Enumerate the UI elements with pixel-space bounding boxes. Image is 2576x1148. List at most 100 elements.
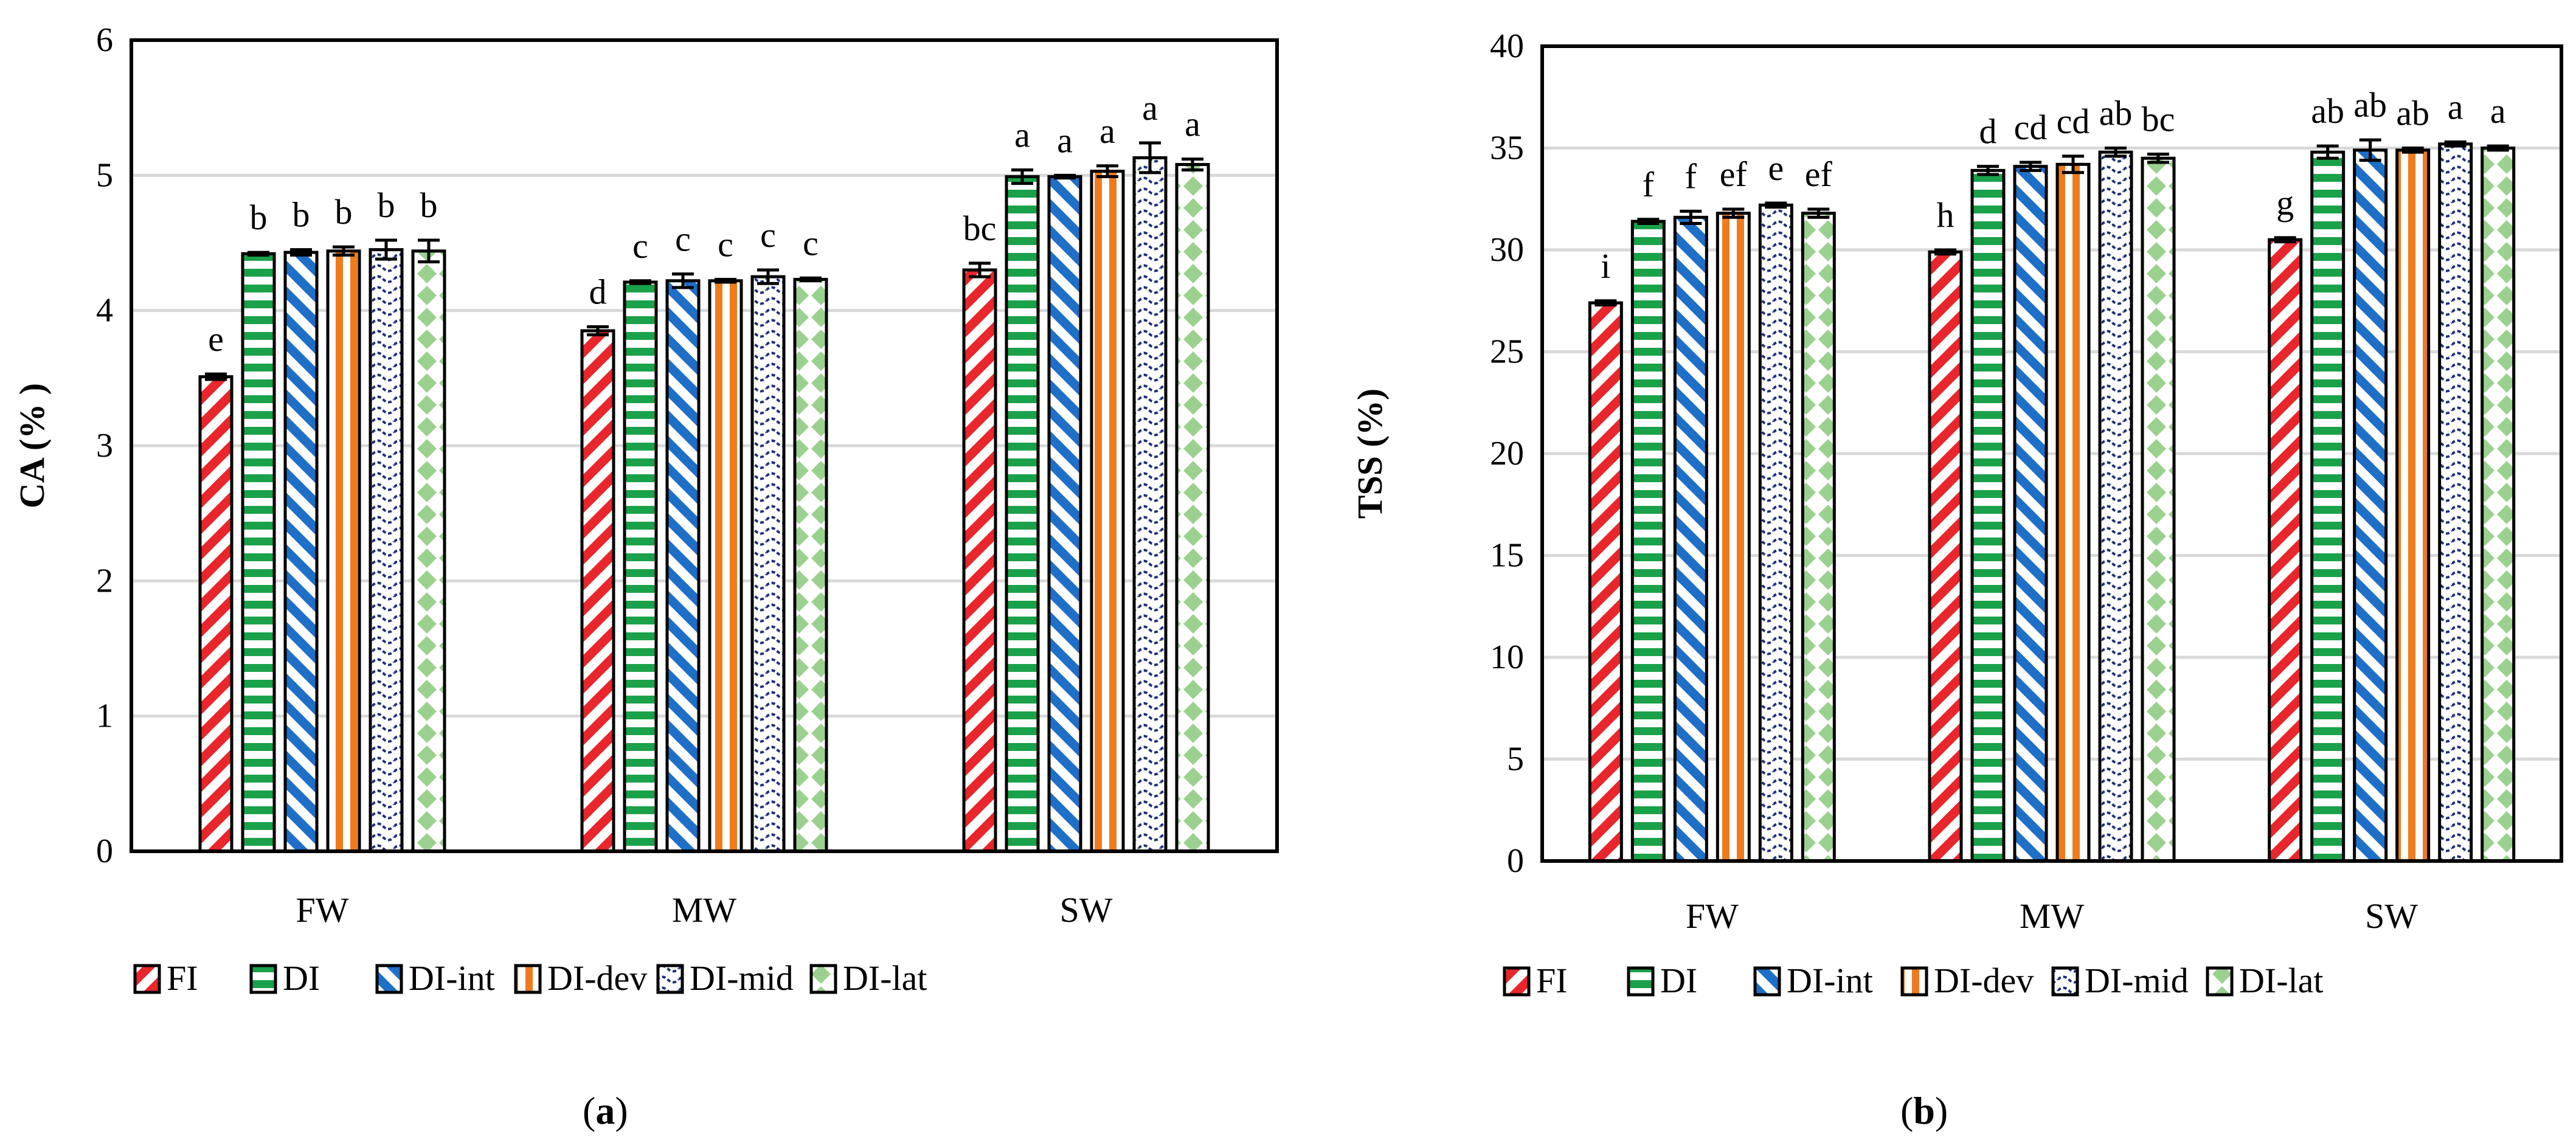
legend-swatch <box>809 964 837 994</box>
y-tick-label: 0 <box>96 832 113 870</box>
bar <box>2098 150 2133 863</box>
legend-swatch <box>1627 966 1655 997</box>
legend-label: DI <box>283 958 320 998</box>
significance-letter: a <box>1014 115 1030 154</box>
bar <box>2438 142 2473 863</box>
significance-letter: a <box>1099 111 1115 151</box>
bar <box>1630 220 1666 863</box>
significance-letter: b <box>378 185 395 225</box>
x-category-label: FW <box>296 890 349 930</box>
legend-label: FI <box>167 958 198 998</box>
y-tick-label: 4 <box>96 292 113 330</box>
bar <box>1005 175 1040 853</box>
bar <box>665 279 701 853</box>
legend-swatch <box>249 964 277 994</box>
significance-letter: cd <box>2014 108 2048 147</box>
legend-label: DI-dev <box>1934 961 2034 1000</box>
significance-letter: f <box>1685 156 1697 196</box>
y-tick-label: 2 <box>96 562 113 600</box>
bar <box>2481 147 2516 863</box>
significance-letter: a <box>2490 91 2506 131</box>
legend-label: DI <box>1660 961 1697 1000</box>
legend-label: DI-mid <box>2085 961 2189 1000</box>
bar <box>1673 215 1708 863</box>
bar <box>1716 212 1751 863</box>
x-category-label: SW <box>1060 890 1113 930</box>
legend-swatch <box>133 964 161 994</box>
bar <box>623 280 658 853</box>
legend-label: DI-lat <box>2239 961 2324 1000</box>
y-tick-label: 40 <box>1490 27 1524 65</box>
y-tick-label: 15 <box>1490 537 1524 575</box>
legend-swatch <box>1900 966 1928 997</box>
bar <box>1758 203 1793 863</box>
significance-letter: a <box>1142 88 1158 128</box>
significance-letter: c <box>632 226 648 266</box>
bar <box>1047 175 1082 853</box>
y-tick-label: 35 <box>1490 130 1524 167</box>
significance-letter: bc <box>963 209 997 248</box>
x-category-label: MW <box>672 890 737 930</box>
significance-letter: c <box>675 220 691 259</box>
y-tick-label: 3 <box>96 427 113 465</box>
significance-letter: h <box>1937 195 1955 235</box>
legend-swatch <box>1503 966 1531 997</box>
plot-frame <box>130 38 1279 853</box>
x-category-label: MW <box>2020 896 2085 936</box>
legend-swatch <box>656 964 684 994</box>
y-tick-label: 20 <box>1490 435 1524 472</box>
bar <box>1175 163 1210 853</box>
legend-label: FI <box>1536 961 1568 1000</box>
y-axis-label: TSS (%) <box>1350 389 1390 519</box>
significance-letter: b <box>335 192 353 232</box>
significance-letter: f <box>1643 165 1655 204</box>
significance-letter: bc <box>2142 100 2175 139</box>
bar <box>2055 162 2091 863</box>
y-tick-label: 25 <box>1490 333 1524 371</box>
bar <box>198 375 234 853</box>
y-tick-label: 10 <box>1490 638 1524 676</box>
legend-swatch <box>514 964 542 994</box>
y-tick-label: 5 <box>1507 741 1524 778</box>
plot-frame <box>1540 44 2563 863</box>
bar <box>326 249 361 853</box>
y-tick-label: 5 <box>96 156 113 194</box>
bar <box>962 268 997 853</box>
bar <box>2141 156 2176 863</box>
significance-letter: i <box>1601 246 1610 286</box>
bar <box>283 251 319 853</box>
legend-swatch <box>1753 966 1781 997</box>
significance-letter: ab <box>2396 94 2429 133</box>
legend-swatch <box>375 964 403 994</box>
legend-swatch <box>2051 966 2079 997</box>
bar <box>411 249 446 853</box>
significance-letter: a <box>2448 87 2463 126</box>
significance-letter: ab <box>2311 91 2344 131</box>
bar <box>708 279 743 853</box>
y-axis-label: CA (% ) <box>12 383 52 508</box>
significance-letter: e <box>208 319 224 359</box>
significance-letter: a <box>1057 120 1073 160</box>
legend-label: DI-mid <box>690 958 794 998</box>
bar <box>1132 156 1168 853</box>
significance-letter: d <box>589 272 607 311</box>
significance-letter: b <box>293 195 310 235</box>
x-category-label: SW <box>2365 896 2418 936</box>
significance-letter: e <box>1768 148 1784 188</box>
bar <box>793 278 828 853</box>
bar <box>1801 212 1836 863</box>
y-tick-label: 1 <box>96 697 113 735</box>
bar <box>580 329 615 853</box>
bar <box>2013 165 2048 863</box>
bar <box>1970 168 2006 863</box>
legend-label: DI-int <box>409 958 495 998</box>
significance-letter: ef <box>1805 154 1833 194</box>
significance-letter: g <box>2276 183 2294 223</box>
significance-letter: ef <box>1720 154 1748 194</box>
y-tick-label: 30 <box>1490 231 1524 269</box>
significance-letter: d <box>1979 112 1997 151</box>
legend-label: DI-int <box>1787 961 1873 1000</box>
